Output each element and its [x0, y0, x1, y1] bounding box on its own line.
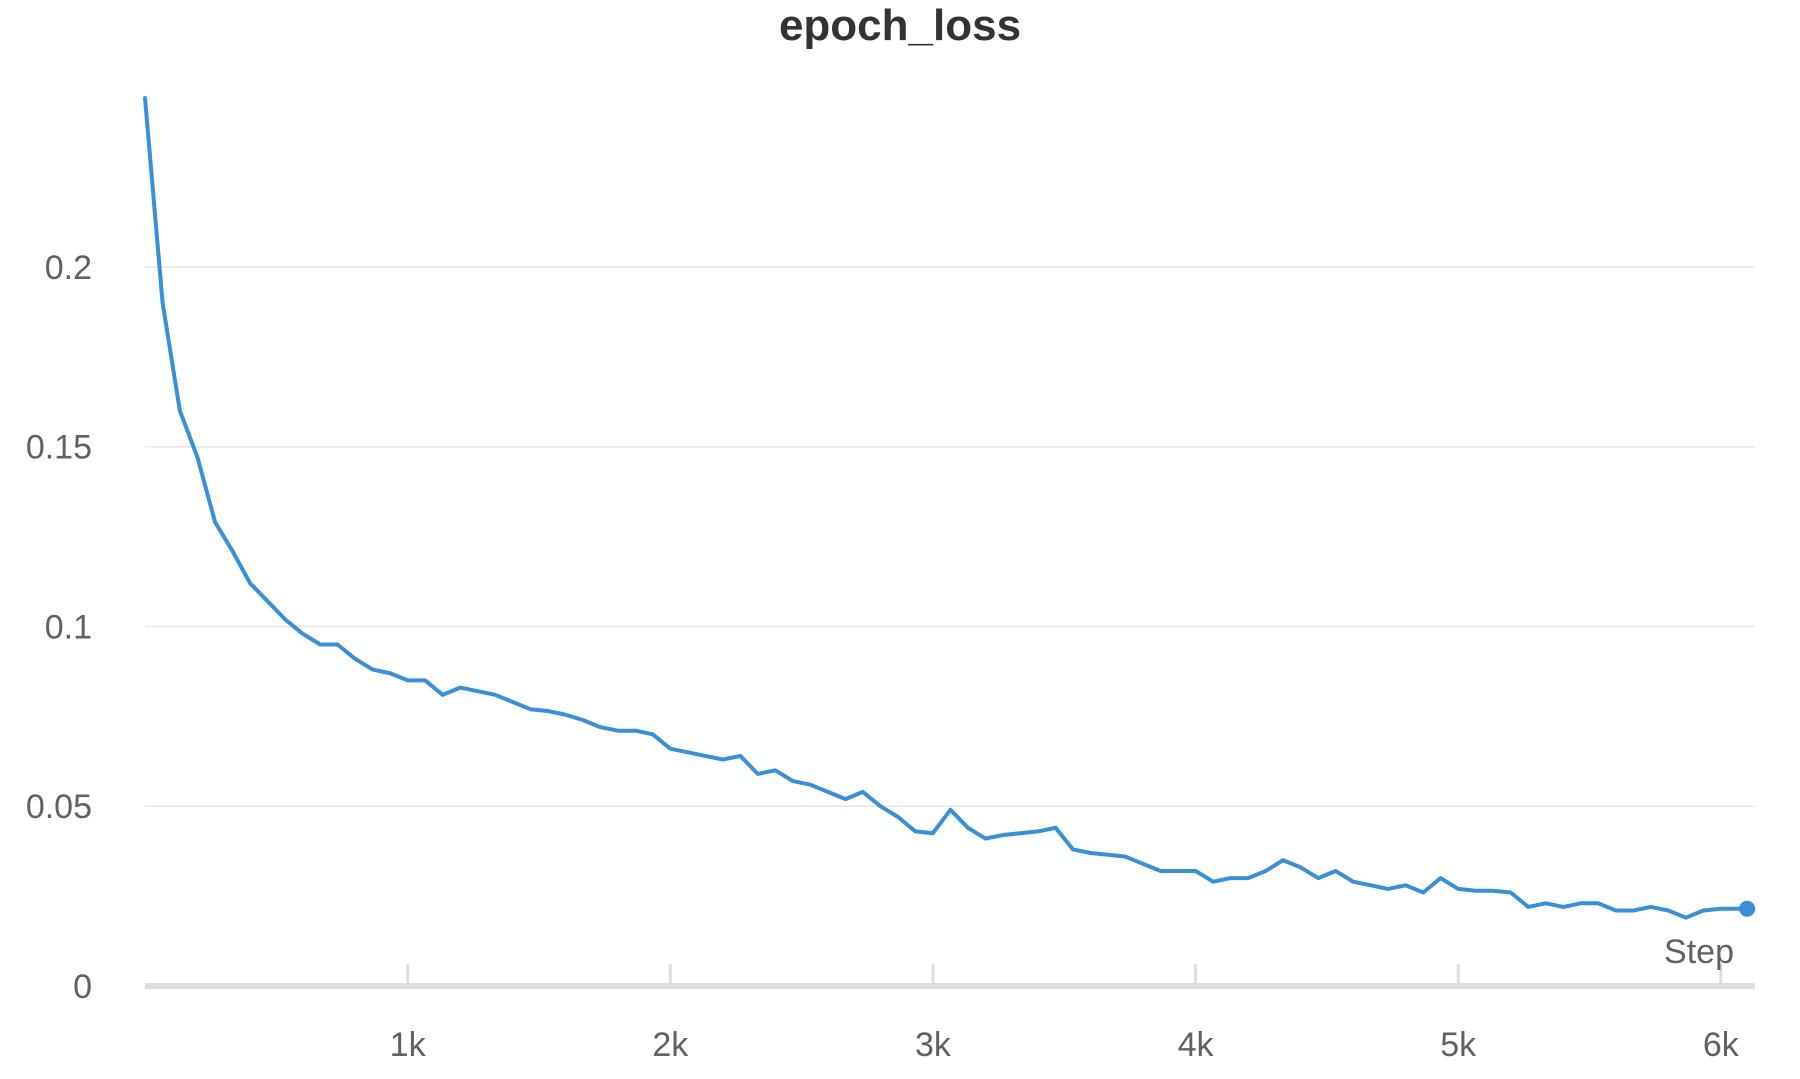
x-tick-label: 5k — [1440, 1026, 1477, 1064]
x-tick-label: 3k — [915, 1026, 952, 1064]
chart-title: epoch_loss — [778, 1, 1022, 50]
y-tick-label: 0.2 — [45, 249, 92, 287]
y-tick-label: 0 — [73, 968, 92, 1006]
y-tick-label: 0.15 — [26, 429, 92, 467]
x-axis — [145, 964, 1755, 989]
x-tick-label: 6k — [1703, 1026, 1740, 1064]
x-axis-labels: 1k 2k 3k 4k 5k 6k — [390, 1026, 1740, 1064]
x-axis-title: Step — [1664, 933, 1734, 971]
last-point-marker[interactable] — [1739, 900, 1756, 917]
y-tick-label: 0.1 — [45, 608, 92, 646]
x-tick-label: 1k — [390, 1026, 427, 1064]
loss-series-line — [143, 96, 1750, 920]
y-tick-label: 0.05 — [26, 788, 92, 826]
y-axis-labels: 0 0.05 0.1 0.15 0.2 — [26, 249, 92, 1006]
grid-lines — [145, 266, 1755, 807]
x-tick-label: 4k — [1178, 1026, 1215, 1064]
x-tick-label: 2k — [652, 1026, 689, 1064]
series-layer — [143, 96, 1756, 920]
